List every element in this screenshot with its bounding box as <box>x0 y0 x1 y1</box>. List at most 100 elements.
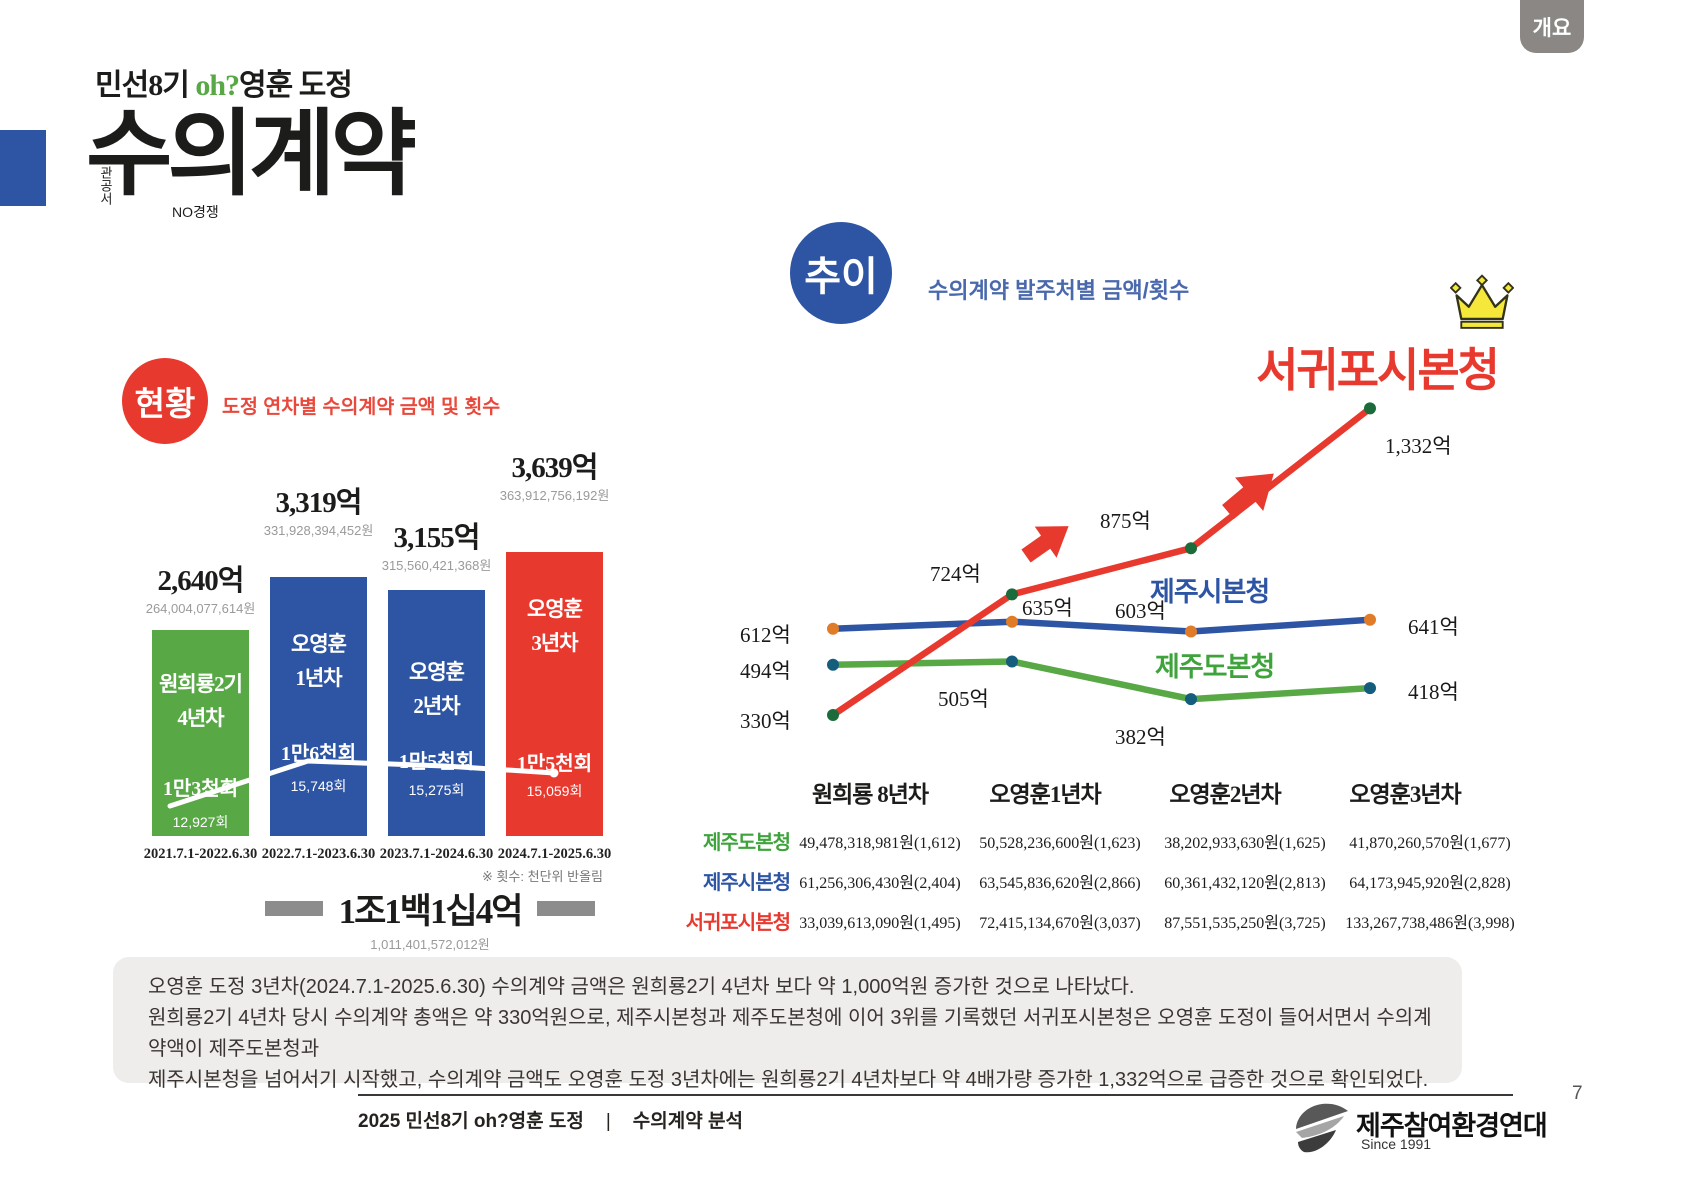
line-point-제주시본청 <box>827 622 839 635</box>
page-number: 7 <box>1572 1083 1583 1104</box>
table-cell: 49,478,318,981원(1,612) <box>799 835 961 852</box>
bar-name-line: 원희룡2기 <box>159 672 243 696</box>
total-label: 1조1백1십4억 <box>338 892 524 931</box>
total-decor-bar-left <box>264 901 323 916</box>
bar-amount-label: 315,560,421,368원 <box>381 558 492 573</box>
bar-period-label: 2021.7.1-2022.6.30 <box>143 846 258 862</box>
line-point-서귀포시본청 <box>1185 542 1197 555</box>
table-row-label: 서귀포시본청 <box>685 912 791 934</box>
bar-count-label: 1만5천회 <box>516 753 593 775</box>
bar-value-label: 3,639억 <box>511 452 599 484</box>
trend-section-badge: 추이 <box>790 222 892 324</box>
total-row: 1조1백1십4억 <box>150 883 710 934</box>
table-cell: 64,173,945,920원(2,828) <box>1349 875 1511 892</box>
line-point-서귀포시본청 <box>1364 402 1376 415</box>
bar-value-label: 2,640억 <box>157 565 245 597</box>
bar-name-line: 3년차 <box>531 631 578 655</box>
table-cell: 38,202,933,630원(1,625) <box>1164 835 1326 852</box>
bar-count-exact-label: 15,059회 <box>526 783 583 799</box>
org-logo-icon <box>1296 1103 1348 1153</box>
bar-name-line: 2년차 <box>413 694 460 718</box>
bar-period-label: 2024.7.1-2025.6.30 <box>497 846 612 862</box>
line-point-제주시본청 <box>1185 625 1197 638</box>
summary-line: 제주시본청을 넘어서기 시작했고, 수의계약 금액도 오영훈 도정 3년차에는 … <box>148 1069 1429 1091</box>
footer-divider-line <box>358 1094 1513 1096</box>
line-point-서귀포시본청 <box>1006 588 1018 601</box>
bar-value-label: 3,319억 <box>275 487 363 519</box>
series-annotation-jejudo: 제주도본청 <box>1155 652 1275 682</box>
summary-text: 오영훈 도정 3년차(2024.7.1-2025.6.30) 수의계약 금액은 … <box>148 972 1438 1096</box>
table-cell: 60,361,432,120원(2,813) <box>1164 875 1326 892</box>
eyebrow-prefix: 민선8기 <box>95 69 196 102</box>
series-annotation-jejusi: 제주시본청 <box>1150 577 1270 607</box>
line-series-제주시본청 <box>829 616 1374 635</box>
org-since: Since 1991 <box>1361 1136 1432 1152</box>
bar-value-label: 3,155억 <box>393 522 481 554</box>
line-point-제주도본청 <box>1006 655 1018 668</box>
line-point-label: 641억 <box>1408 615 1459 639</box>
bar-name-line: 오영훈 <box>409 660 465 684</box>
summary-line: 오영훈 도정 3년차(2024.7.1-2025.6.30) 수의계약 금액은 … <box>148 976 1135 998</box>
total-decor-bar-right <box>537 901 596 916</box>
growth-arrow-icon <box>1021 526 1069 563</box>
table-cell: 41,870,260,570원(1,677) <box>1349 835 1511 852</box>
status-section-subtitle: 도정 연차별 수의계약 금액 및 횟수 <box>222 396 501 418</box>
line-point-label: 505억 <box>938 687 989 711</box>
corner-tab-label: 개요 <box>1532 16 1572 40</box>
bar-amount-label: 264,004,077,614원 <box>145 601 256 616</box>
line-point-label: 382억 <box>1115 725 1166 749</box>
total-amount: 1,011,401,572,012원 <box>370 937 490 952</box>
footer-title: 2025 민선8기 oh?영훈 도정 <box>358 1111 584 1132</box>
growth-arrow-icon <box>1222 473 1274 520</box>
bar-amount-label: 363,912,756,192원 <box>499 488 610 503</box>
status-section-badge: 현황 <box>122 358 208 444</box>
table-cell: 33,039,613,090원(1,495) <box>799 915 961 932</box>
bar-name-line: 오영훈 <box>291 632 347 656</box>
corner-tab-badge: 개요 <box>1520 0 1584 53</box>
status-badge-label: 현황 <box>134 387 196 423</box>
title-note-vertical: 관공서 <box>98 166 113 205</box>
eyebrow-suffix: 영훈 도정 <box>239 69 353 102</box>
line-point-label: 875억 <box>1100 509 1151 533</box>
table-column-header: 오영훈2년차 <box>1169 782 1281 807</box>
footer-left: 2025 민선8기 oh?영훈 도정 | 수의계약 분석 <box>358 1106 743 1133</box>
line-point-label: 1,332억 <box>1385 434 1452 458</box>
line-point-label: 494억 <box>740 659 791 683</box>
bar-chart-footnote: ※ 횟수: 천단위 반올림 <box>481 869 603 884</box>
table-column-header: 오영훈1년차 <box>989 782 1101 807</box>
line-series-제주도본청 <box>829 658 1374 703</box>
line-series-서귀포시본청 <box>829 405 1374 719</box>
crown-icon <box>1450 274 1514 329</box>
summary-box <box>113 957 1462 1083</box>
line-point-제주도본청 <box>827 658 839 671</box>
footer-subtitle: 수의계약 분석 <box>632 1111 743 1132</box>
line-point-label: 635억 <box>1022 596 1073 620</box>
summary-line: 원희룡2기 4년차 당시 수의계약 총액은 약 330억원으로, 제주시본청과 … <box>148 1007 1432 1060</box>
table-cell: 133,267,738,486원(3,998) <box>1345 915 1515 932</box>
page-eyebrow: 민선8기 oh?영훈 도정 <box>95 60 353 104</box>
table-cell: 72,415,134,670원(3,037) <box>979 915 1141 932</box>
line-point-서귀포시본청 <box>827 709 839 721</box>
line-point-label: 418억 <box>1408 680 1459 704</box>
table-row-label: 제주시본청 <box>703 872 791 894</box>
line-point-label: 724억 <box>930 562 981 586</box>
bar-name-line: 오영훈 <box>527 597 583 621</box>
title-note: NO경쟁 <box>172 204 219 220</box>
table-row-label: 제주도본청 <box>703 832 791 854</box>
line-point-제주도본청 <box>1364 682 1376 695</box>
bar-count-exact-label: 12,927회 <box>172 814 229 830</box>
eyebrow-highlight: oh? <box>195 69 240 102</box>
page-title: 수의계약 <box>86 103 417 207</box>
bar-period-label: 2023.7.1-2024.6.30 <box>379 846 494 862</box>
table-column-header: 원희룡 8년차 <box>811 782 929 807</box>
table-cell: 50,528,236,600원(1,623) <box>979 835 1141 852</box>
bar-amount-label: 331,928,394,452원 <box>263 523 374 538</box>
bar-name-line: 4년차 <box>177 706 224 730</box>
trend-badge-label: 추이 <box>804 254 878 299</box>
footer-separator: | <box>605 1111 611 1132</box>
trend-section-subtitle: 수의계약 발주처별 금액/횟수 <box>928 278 1190 303</box>
bar-name-line: 1년차 <box>295 666 342 690</box>
table-column-header: 오영훈3년차 <box>1349 782 1461 807</box>
bar-period-label: 2022.7.1-2023.6.30 <box>261 846 376 862</box>
